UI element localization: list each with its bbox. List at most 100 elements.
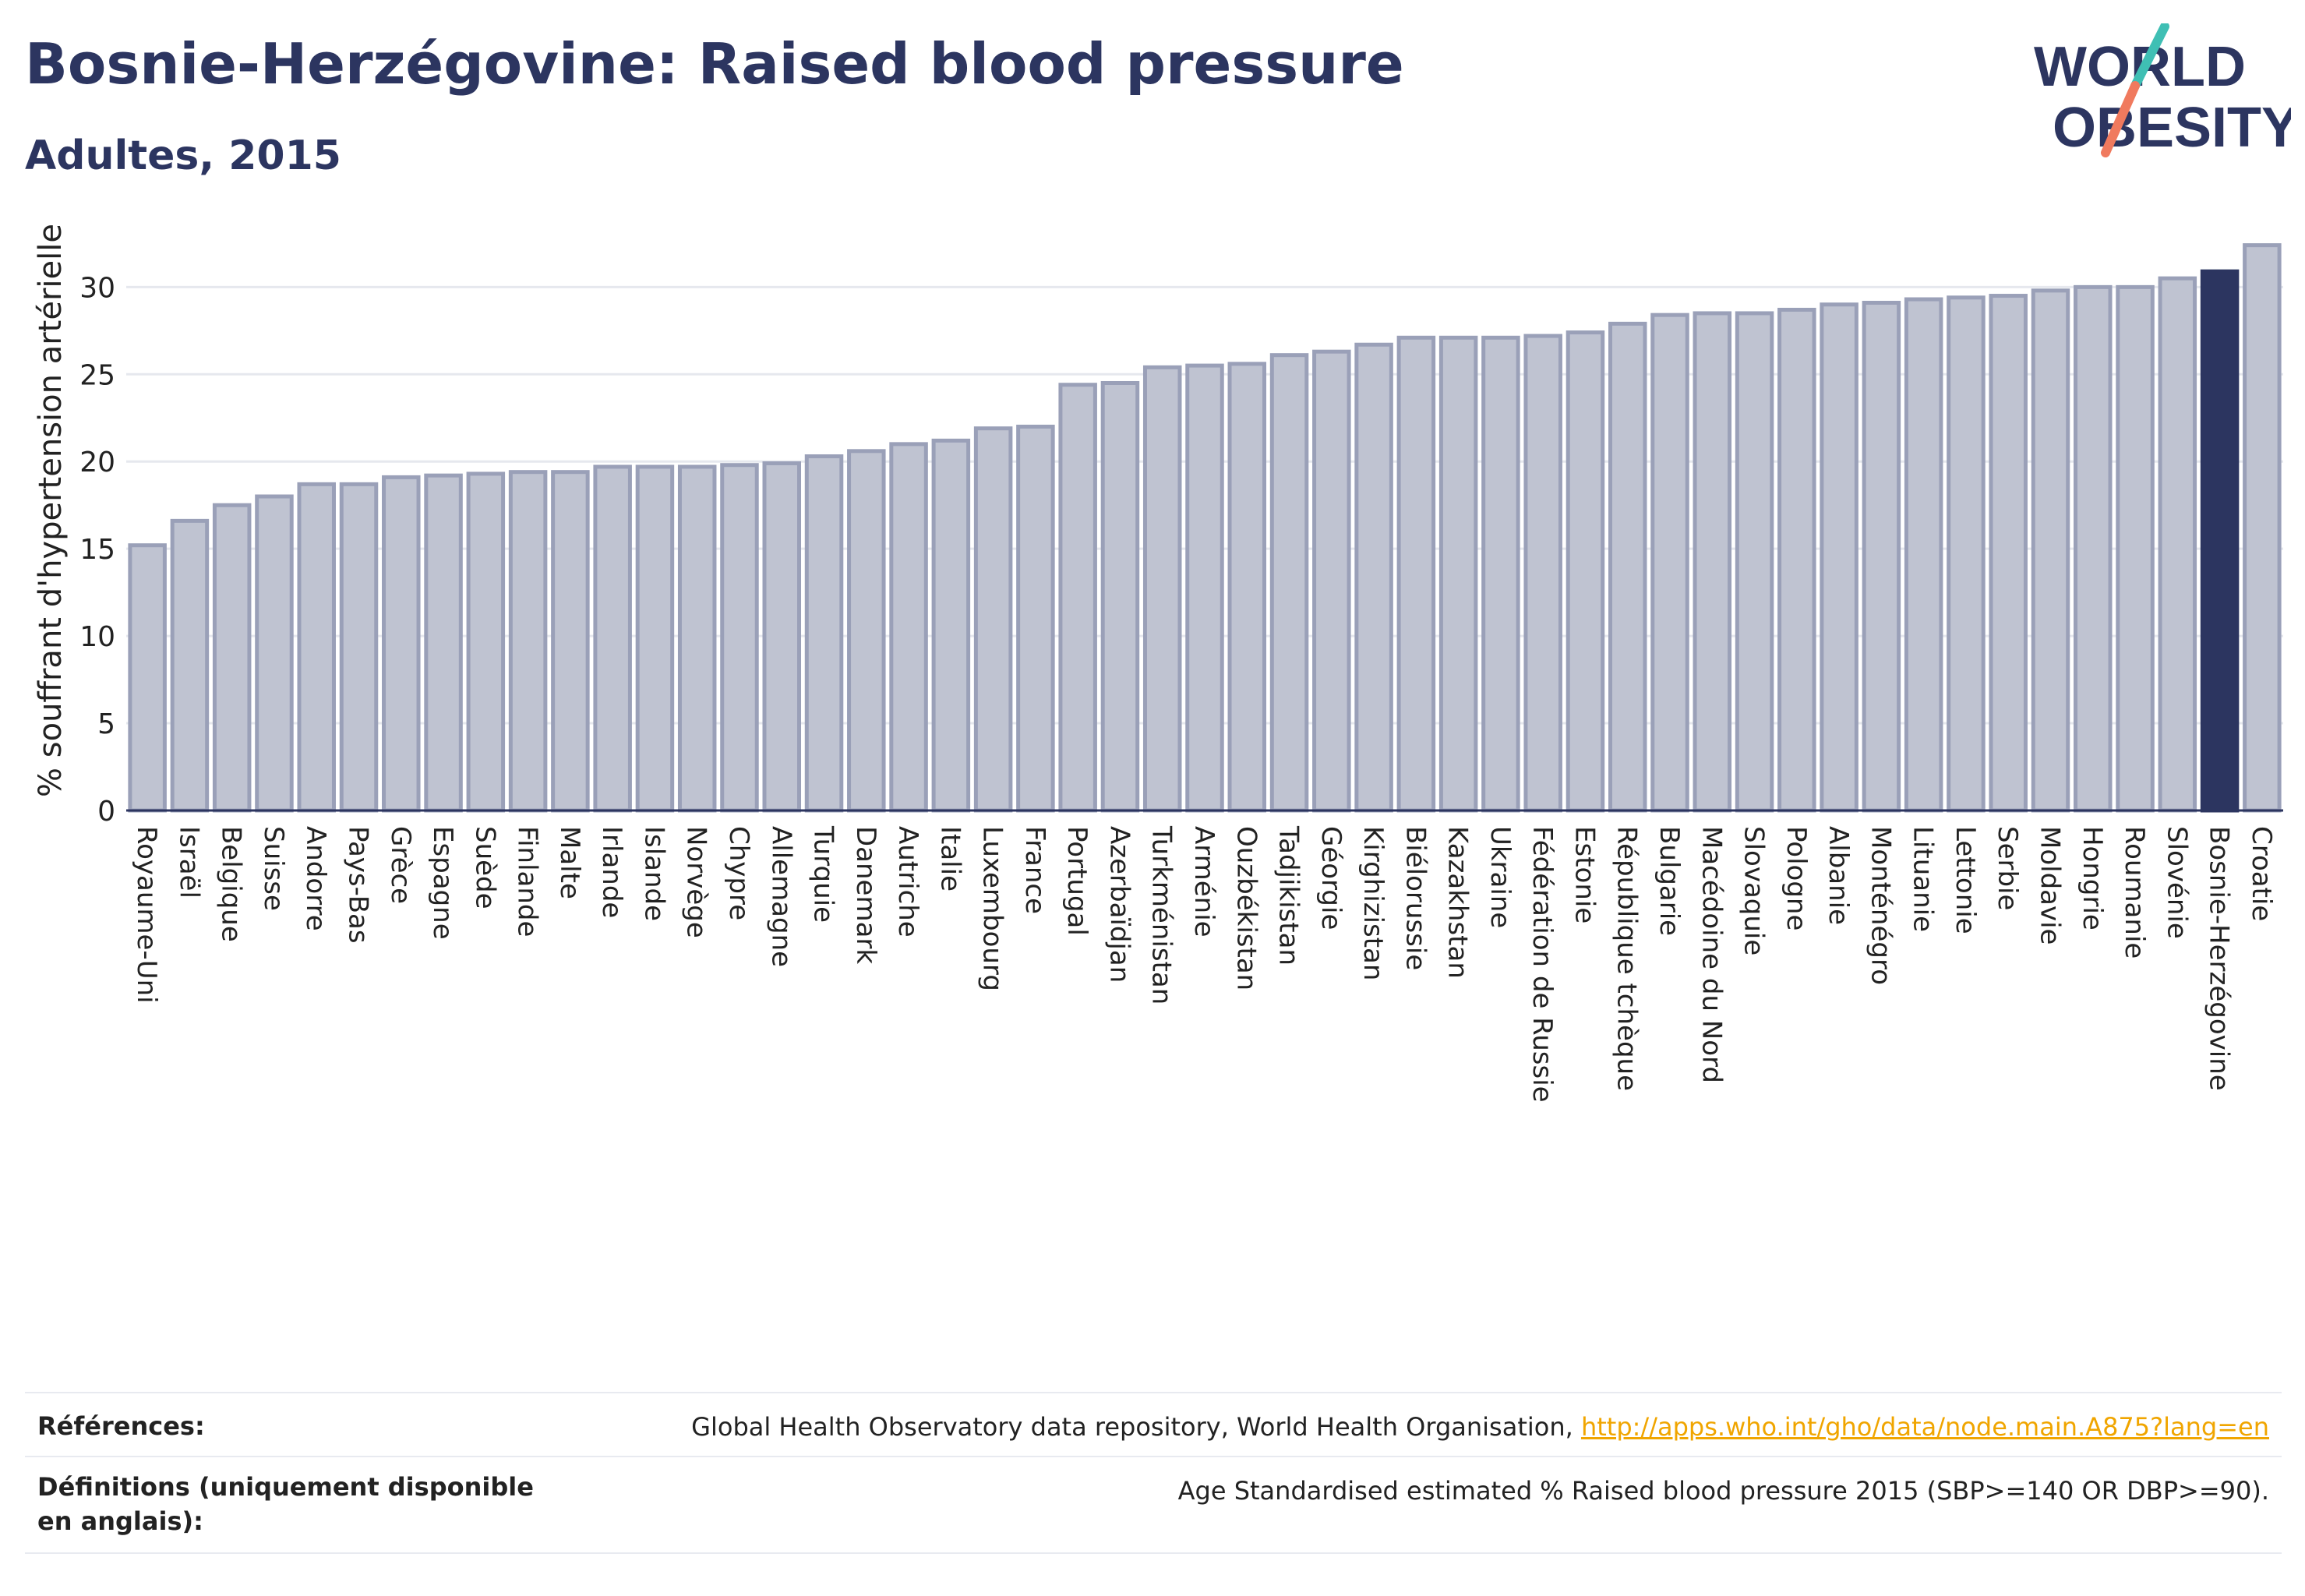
bar [255,494,294,813]
bar [1438,335,1478,813]
x-tick-label: Luxembourg [977,826,1008,991]
references-label: Références: [37,1411,205,1441]
bar [804,454,844,813]
bar [2031,288,2070,813]
definitions-label: Définitions (uniquement disponible en an… [37,1472,534,1536]
bar [128,543,167,813]
bar [466,471,506,813]
bar-highlight [2200,269,2240,813]
bar [1481,335,1520,813]
bar [212,503,252,813]
x-tick-label: Irlande [596,826,627,918]
y-tick-label: 15 [79,534,115,566]
world-obesity-logo: WORLD OBESITY [2034,23,2291,159]
bar-chart: 0 5 10 15 20 25 30 Royaume-Uni Israël Belgique Su… [33,224,2283,1103]
x-tick-label: Turkménistan [1146,825,1177,1005]
x-tick-label: Pologne [1781,826,1812,930]
x-tick-label: Malte [554,826,585,899]
bar [1185,363,1224,813]
y-tick-label: 30 [79,272,115,304]
bar [170,518,210,813]
bar [1862,301,1901,813]
x-tick-label: Serbie [1992,826,2023,910]
bar [339,482,379,813]
x-tick-label: Azerbaïdjan [1103,826,1135,983]
x-tick-label: Norvège [681,826,712,938]
x-tick-label: Fédération de Russie [1527,826,1558,1103]
bar [1777,307,1816,813]
bar [677,464,717,813]
bar [1989,294,2028,813]
bar [1016,424,1055,813]
y-tick-label: 20 [79,447,115,478]
x-tick-label: France [1019,826,1050,914]
x-tick-label: Bulgarie [1654,826,1685,936]
x-tick-label: Bosnie-Herzégovine [2204,826,2235,1091]
bar [1904,297,1943,813]
y-tick-label: 25 [79,359,115,391]
bar [931,438,971,813]
bar [889,442,928,813]
x-tick-label: Slovénie [2161,826,2192,939]
x-tick-label: Andorre [300,826,331,931]
bar [424,473,463,813]
x-tick-label: Kazakhstan [1442,826,1474,979]
x-tick-label: Suède [469,826,500,909]
bar [297,482,336,813]
x-tick-label: Belgique [216,826,247,942]
x-tick-label: Tadjikistan [1273,825,1304,966]
bar [1227,362,1267,813]
x-tick-label: Lettonie [1950,826,1981,934]
bar [593,464,632,813]
bar [1650,312,1689,813]
bar [635,464,675,813]
footer-bottom-rule [25,1552,2282,1554]
x-tick-label: Macédoine du Nord [1696,826,1727,1083]
bar [762,461,802,813]
x-tick-label: Espagne [427,826,458,940]
x-tick-labels: Royaume-Uni Israël Belgique Suisse Andorre Pa… [131,825,2277,1103]
x-tick-label: Géorgie [1315,826,1347,930]
x-tick-label: Biélorussie [1400,826,1431,970]
bar [1608,321,1647,813]
x-tick-label: Arménie [1188,826,1220,937]
x-tick-label: Islande [638,826,669,921]
x-tick-label: Grèce [385,826,416,904]
bar [1396,335,1436,813]
x-tick-label: Ukraine [1484,826,1516,928]
y-axis-title: % souffrant d'hypertension artérielle [33,224,69,797]
references-text: Global Health Observatory data repositor… [691,1412,1581,1442]
bar [1354,342,1393,813]
bar [1947,295,1986,813]
x-tick-label: Israël [173,826,204,899]
x-tick-label: Roumanie [2119,826,2150,959]
bar [1820,302,1858,813]
x-tick-label: Ouzbékistan [1230,826,1262,990]
page-title: Bosnie-Herzégovine: Raised blood pressur… [25,31,1404,97]
x-tick-label: Albanie [1823,826,1854,925]
bar [508,470,548,813]
bar [1312,349,1351,813]
x-tick-label: République tchèque [1611,826,1643,1091]
definitions-value: Age Standardised estimated % Raised bloo… [1177,1476,2269,1506]
x-tick-label: Croatie [2246,826,2277,921]
bar [1735,311,1774,813]
x-tick-label: Portugal [1061,826,1092,936]
x-tick-label: Suisse [258,826,289,911]
x-tick-label: Autriche [892,826,923,937]
x-tick-label: Hongrie [2077,826,2108,930]
x-tick-label: Lituanie [1908,826,1939,932]
bar [551,470,590,813]
bar [2243,243,2282,813]
bar [1100,380,1140,813]
x-tick-label: Kirghizistan [1357,826,1389,980]
x-tick-label: Chypre [723,826,754,920]
bar [382,475,421,813]
x-tick-label: Estonie [1569,826,1600,923]
x-tick-label: Royaume-Uni [131,826,162,1004]
x-tick-label: Danemark [850,826,881,964]
references-link[interactable]: http://apps.who.int/gho/data/node.main.A… [1580,1412,2269,1442]
y-tick-label: 0 [97,796,115,828]
x-tick-label: Slovaquie [1738,826,1770,955]
bar [847,449,886,813]
